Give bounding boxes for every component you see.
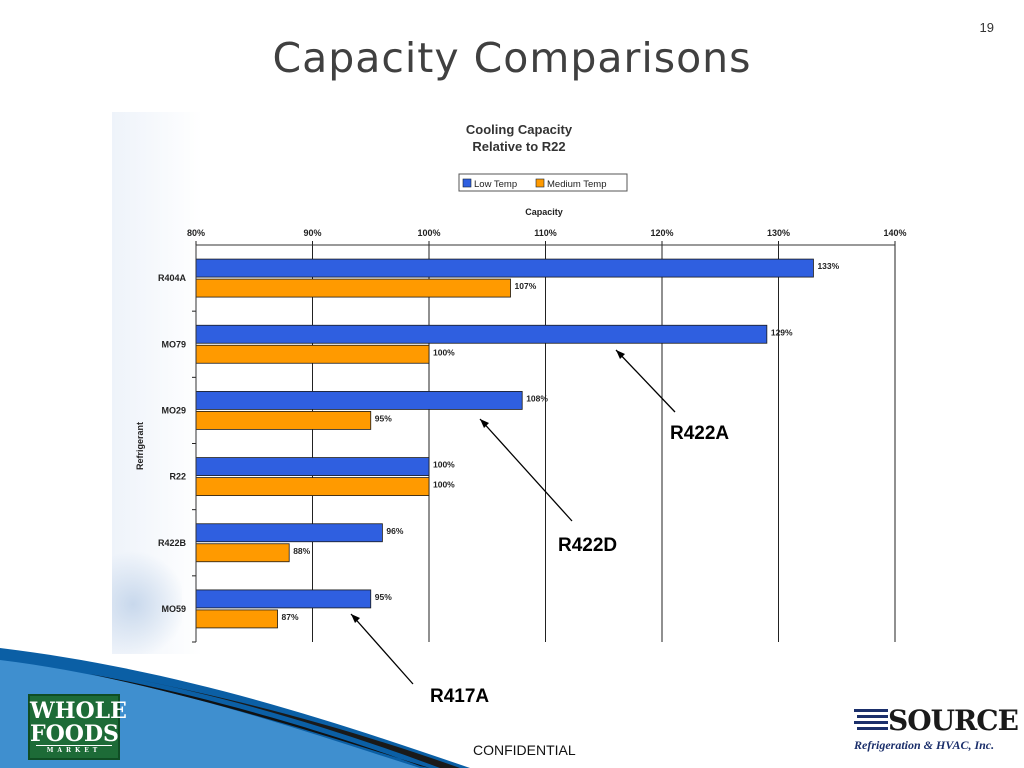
callouts: R422A R422D R417A [350, 349, 729, 707]
callout-r417a: R417A [430, 686, 489, 707]
legend-label-low-temp: Low Temp [474, 179, 517, 190]
bar-mo59-low-temp [195, 589, 372, 609]
x-tick-label-120: 120% [650, 228, 673, 238]
callout-arrow-r422d [479, 418, 573, 522]
chart-title-line-2: Relative to R22 [472, 139, 565, 154]
source-logo: SOURCE Refrigeration & HVAC, Inc. [852, 704, 1019, 754]
callout-r422a: R422A [670, 423, 729, 444]
legend: Low Temp Medium Temp [458, 173, 628, 192]
legend-swatch-medium-temp [535, 178, 545, 188]
category-label-r422b: R422B [158, 538, 187, 548]
x-axis-title: Capacity [525, 207, 563, 217]
x-tick-label-140: 140% [883, 228, 906, 238]
whole-foods-logo: WHOLE FOODS MARKET [28, 694, 127, 760]
gridlines [192, 245, 896, 643]
bar-r22-medium-temp [195, 477, 430, 496]
bar-mo29-medium-temp [195, 411, 372, 430]
whole-foods-logo-line-2: FOODS [30, 721, 119, 747]
arrowhead-r417a [351, 614, 360, 623]
callout-arrow-r417a [350, 613, 414, 685]
chart-frame [112, 112, 920, 654]
x-tick-label-100: 100% [417, 228, 440, 238]
data-label-r422b-low-temp: 96% [386, 526, 403, 536]
category-label-r404a: R404A [158, 273, 187, 283]
whole-foods-logo-line-3: MARKET [36, 745, 112, 756]
data-label-r404a-medium-temp: 107% [515, 281, 537, 291]
slide-number: 19 [979, 20, 994, 35]
bar-mo79-low-temp [195, 324, 768, 344]
x-tick-label-90: 90% [303, 228, 321, 238]
bar-mo29-low-temp [195, 391, 523, 410]
category-label-mo59: MO59 [161, 604, 186, 614]
slide-title: Capacity Comparisons [272, 34, 752, 82]
footer-confidential: CONFIDENTIAL [473, 742, 576, 758]
category-label-r22: R22 [169, 472, 186, 482]
bar-r404a-low-temp [195, 258, 814, 278]
x-tick-labels: 80% 90% 100% 110% 120% 130% 140% [187, 228, 907, 245]
source-logo-subtitle: Refrigeration & HVAC, Inc. [854, 738, 995, 752]
data-label-mo29-medium-temp: 95% [375, 413, 392, 423]
source-logo-name: SOURCE [888, 704, 1019, 737]
bar-r404a-medium-temp [195, 278, 511, 298]
data-label-mo79-low-temp: 129% [771, 327, 793, 337]
data-label-mo29-low-temp: 108% [526, 393, 548, 403]
bar-r22-low-temp [195, 457, 430, 476]
y-axis-title: Refrigerant [135, 422, 145, 470]
whole-foods-logo-line-1: WHOLE [30, 698, 127, 724]
bar-r422b-low-temp [195, 523, 383, 543]
data-label-r22-low-temp: 100% [433, 460, 455, 470]
data-label-mo59-low-temp: 95% [375, 592, 392, 602]
arrowhead-r422d [480, 419, 489, 428]
bars [195, 258, 814, 629]
data-labels: 133% 107% 129% 100% 108% 95% 100% 100% 96% 88% 95%… [282, 261, 840, 622]
data-label-r22-medium-temp: 100% [433, 480, 455, 490]
data-label-mo59-medium-temp: 87% [282, 612, 299, 622]
x-tick-label-80: 80% [187, 228, 205, 238]
callout-arrow-r422a [615, 349, 676, 413]
bar-r422b-medium-temp [195, 543, 290, 563]
data-label-mo79-medium-temp: 100% [433, 347, 455, 357]
legend-label-medium-temp: Medium Temp [547, 179, 607, 190]
category-label-mo29: MO29 [161, 405, 186, 415]
callout-r422d: R422D [558, 535, 617, 556]
chart-title-line-1: Cooling Capacity [466, 122, 573, 137]
x-tick-label-130: 130% [767, 228, 790, 238]
arrowhead-r422a [616, 350, 625, 359]
data-label-r422b-medium-temp: 88% [293, 546, 310, 556]
source-logo-stripes-icon [854, 709, 888, 730]
legend-swatch-low-temp [462, 178, 472, 188]
bar-mo79-medium-temp [195, 344, 430, 364]
bar-mo59-medium-temp [195, 609, 278, 629]
x-tick-label-110: 110% [534, 228, 557, 238]
data-label-r404a-low-temp: 133% [817, 261, 839, 271]
category-label-mo79: MO79 [161, 339, 186, 349]
category-labels: R404A MO79 MO29 R22 R422B MO59 [158, 273, 187, 614]
frost-decoration [112, 530, 182, 654]
